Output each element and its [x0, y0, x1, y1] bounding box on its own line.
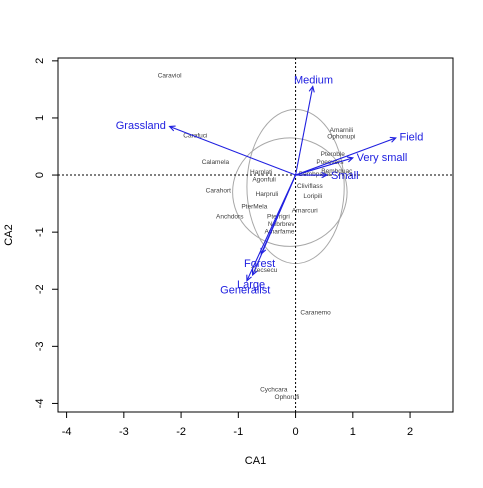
species-label: Pterrigri	[267, 214, 290, 221]
vector-arrowhead	[346, 156, 355, 163]
species-label: Anchdors	[216, 214, 244, 221]
species-label: Caranemo	[300, 310, 331, 317]
vector-arrowhead	[251, 268, 258, 277]
vector-label: Small	[331, 170, 359, 182]
y-axis-title: CA2	[3, 224, 15, 245]
vector-arrowhead	[246, 274, 252, 282]
species-label: Pteroble	[321, 151, 346, 158]
vector-label: Very small	[357, 152, 408, 164]
species-label: Bembquac	[321, 168, 353, 175]
x-tick-label: 0	[293, 426, 299, 438]
plot-frame	[57, 57, 454, 413]
species-label: Nebrbrev	[268, 221, 295, 228]
group-ellipse	[232, 137, 348, 247]
x-tick-label: 2	[407, 426, 413, 438]
species-label: Amarnili	[330, 127, 353, 134]
vector-label: Grassland	[116, 120, 166, 132]
y-tick-label: -4	[34, 399, 46, 409]
vector-arrow	[295, 86, 314, 176]
species-label: Cychcara	[260, 387, 288, 394]
vector-arrowhead	[308, 85, 315, 93]
species-label: Caraviol	[158, 73, 182, 80]
species-label: Harpruli	[256, 191, 279, 198]
species-label: Loripili	[303, 193, 322, 200]
vector-arrow	[169, 126, 296, 176]
y-tick-label: 2	[34, 58, 46, 64]
vector-arrowhead	[321, 171, 329, 179]
x-tick-label: -1	[233, 426, 243, 438]
species-label: Ophonupi	[327, 134, 355, 141]
species-label: Ophorufi	[275, 394, 300, 401]
x-tick-label: -2	[176, 426, 186, 438]
vector-arrow	[246, 174, 297, 281]
vector-arrow	[295, 137, 396, 176]
vector-label: Generalist	[220, 285, 270, 297]
species-label: Carahort	[206, 187, 231, 194]
species-label: Amarfame	[265, 229, 295, 236]
y-tick-label: -2	[34, 284, 46, 294]
vector-label: Forest	[244, 258, 275, 270]
vector-label: Medium	[294, 75, 333, 87]
vector-label: Field	[400, 132, 424, 144]
species-label: Harplati	[250, 169, 272, 176]
x-tick-label: -4	[62, 426, 72, 438]
species-label: Cliviflass	[297, 183, 323, 190]
y-tick-label: -1	[34, 227, 46, 237]
species-label: Agonfuli	[252, 177, 276, 184]
species-label: Bembpapa	[299, 171, 331, 178]
y-tick-label: 1	[34, 115, 46, 121]
x-axis-title: CA1	[245, 455, 266, 467]
vector-label: Large	[237, 279, 265, 291]
y-tick-label: 0	[34, 172, 46, 178]
x-tick-label: 1	[350, 426, 356, 438]
vector-arrow	[295, 157, 353, 176]
species-label: Trecsecu	[251, 267, 278, 274]
vector-arrowhead	[389, 136, 397, 143]
species-label: Amarcuri	[292, 207, 318, 214]
species-label: Calamela	[202, 159, 230, 166]
species-label: PterMela	[241, 203, 267, 210]
vector-arrowhead	[168, 125, 176, 132]
x-tick-label: -3	[119, 426, 129, 438]
y-tick-label: -3	[34, 341, 46, 351]
